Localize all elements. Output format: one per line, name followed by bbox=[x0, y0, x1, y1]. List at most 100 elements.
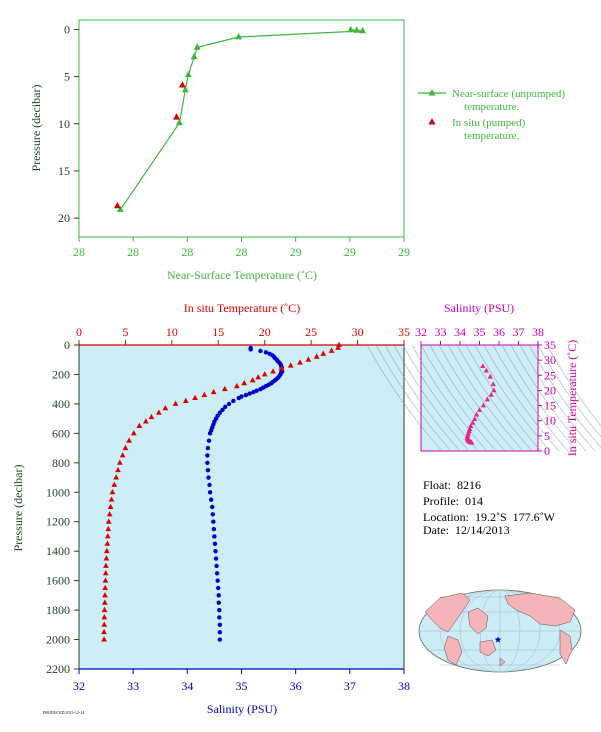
profile-chart: 0 5 10 15 20 25 30 35 32 33 34 35 36 37 38 0 200 400 600… bbox=[11, 301, 410, 716]
density-contour bbox=[483, 344, 560, 452]
info-date: Date: 12/14/2013 bbox=[423, 523, 510, 537]
temperature-point bbox=[122, 444, 129, 451]
temperature-point bbox=[102, 577, 109, 583]
pressure-tick-label: 200 bbox=[52, 367, 70, 381]
legend-label-unpumped: Near-surface (unpumped) temperature. bbox=[452, 88, 565, 114]
temperature-axis-label: In situ Temperature (˚C) bbox=[184, 301, 301, 315]
ts-point bbox=[490, 381, 496, 387]
temperature-point bbox=[249, 377, 256, 383]
pressure-tick-label: 0 bbox=[64, 338, 70, 352]
near-surface-xtick-label: 28 bbox=[181, 245, 193, 259]
temperature-point bbox=[172, 400, 179, 406]
salinity-point bbox=[248, 347, 253, 352]
footer-text: PRODUCED 2013-12-14 bbox=[43, 710, 84, 715]
near-surface-unpumped-point bbox=[116, 205, 124, 213]
density-contour bbox=[438, 344, 515, 452]
near-surface-unpumped-point bbox=[359, 26, 367, 34]
near-surface-xlabel: Near-Surface Temperature (˚C) bbox=[167, 268, 317, 282]
ts-ytick-label: 30 bbox=[544, 353, 556, 367]
salinity-point bbox=[205, 453, 210, 458]
near-surface-xtick-label: 29 bbox=[398, 245, 410, 259]
ts-point bbox=[487, 373, 493, 379]
salinity-point bbox=[217, 615, 222, 620]
salinity-tick-label: 34 bbox=[181, 679, 193, 693]
ts-point bbox=[484, 396, 490, 402]
salinity-point bbox=[226, 401, 232, 407]
temperature-point bbox=[233, 382, 240, 389]
temperature-point bbox=[107, 503, 114, 509]
pressure-tick-label: 2000 bbox=[46, 633, 70, 647]
ts-point bbox=[491, 387, 497, 393]
legend-label-pumped: In situ (pumped) temperature. bbox=[452, 117, 525, 143]
near-surface-ytick-label: 0 bbox=[64, 22, 70, 36]
temperature-point bbox=[102, 569, 109, 576]
near-surface-xtick-label: 29 bbox=[344, 245, 356, 259]
legend bbox=[418, 89, 446, 125]
profile-ylabel: Pressure (decibar) bbox=[11, 465, 25, 552]
near-surface-unpumped-point bbox=[184, 70, 192, 78]
temperature-point bbox=[104, 533, 111, 539]
legend-unpumped-line2: temperature. bbox=[464, 101, 520, 113]
salinity-point bbox=[247, 391, 252, 396]
temperature-point bbox=[278, 365, 285, 371]
ts-point bbox=[480, 363, 486, 368]
pressure-tick-label: 1200 bbox=[46, 515, 70, 529]
temperature-point bbox=[108, 496, 115, 502]
ts-xtick-label: 33 bbox=[435, 325, 447, 339]
ts-xlabel: Salinity (PSU) bbox=[444, 301, 514, 315]
salinity-point bbox=[211, 519, 216, 524]
ts-ylabel: In situ Temperature (˚C) bbox=[565, 340, 579, 457]
temperature-point bbox=[101, 628, 107, 635]
salinity-point bbox=[208, 497, 214, 502]
salinity-point bbox=[217, 622, 223, 628]
temperature-point bbox=[261, 371, 268, 377]
temperature-point bbox=[320, 350, 327, 356]
legend-marker-unpumped bbox=[428, 89, 436, 96]
near-surface-xtick-label: 29 bbox=[290, 245, 302, 259]
temperature-point bbox=[221, 385, 228, 392]
salinity-tick-label: 36 bbox=[290, 679, 302, 693]
salinity-tick-label: 35 bbox=[236, 679, 248, 693]
ts-point bbox=[472, 416, 478, 421]
temperature-point bbox=[148, 413, 155, 420]
ts-ytick-label: 10 bbox=[544, 414, 556, 428]
salinity-point bbox=[212, 541, 218, 547]
near-surface-unpumped-point bbox=[347, 25, 355, 33]
temperature-point bbox=[101, 636, 107, 642]
density-contour bbox=[384, 344, 461, 452]
legend-pumped-line1: In situ (pumped) bbox=[452, 117, 526, 129]
near-surface-xtick-label: 28 bbox=[236, 245, 248, 259]
density-contour bbox=[465, 344, 542, 452]
salinity-point bbox=[206, 475, 211, 480]
density-contour bbox=[447, 344, 524, 452]
ts-point bbox=[476, 407, 483, 412]
salinity-point bbox=[216, 600, 221, 605]
temperature-point bbox=[162, 405, 169, 411]
temperature-point bbox=[201, 391, 208, 398]
density-contour bbox=[366, 344, 443, 452]
temperature-point bbox=[106, 511, 113, 517]
salinity-point bbox=[243, 392, 249, 398]
salinity-point bbox=[210, 512, 215, 517]
salinity-point bbox=[215, 578, 220, 583]
ts-point bbox=[473, 411, 480, 417]
density-contour bbox=[537, 344, 601, 438]
density-contour bbox=[510, 344, 587, 452]
temperature-point bbox=[305, 356, 312, 362]
density-contour bbox=[420, 344, 497, 452]
near-surface-xtick-label: 28 bbox=[127, 245, 139, 259]
near-surface-chart: 28 28 28 28 29 29 29 0 5 10 15 20 Near-Surface Tem… bbox=[29, 19, 410, 282]
density-contour bbox=[546, 344, 601, 427]
salinity-tick-label: 33 bbox=[127, 679, 139, 693]
info-float: Float: 8216 bbox=[423, 478, 482, 492]
profile-plot-bg bbox=[79, 345, 404, 669]
pressure-tick-label: 2200 bbox=[46, 662, 70, 676]
salinity-point bbox=[217, 629, 223, 635]
density-contour bbox=[492, 344, 569, 452]
temperature-tick-label: 35 bbox=[398, 325, 410, 339]
salinity-point bbox=[213, 548, 218, 554]
ts-ytick-label: 35 bbox=[544, 338, 556, 352]
near-surface-unpumped-point bbox=[175, 118, 183, 126]
float-location-star-icon bbox=[494, 636, 502, 643]
